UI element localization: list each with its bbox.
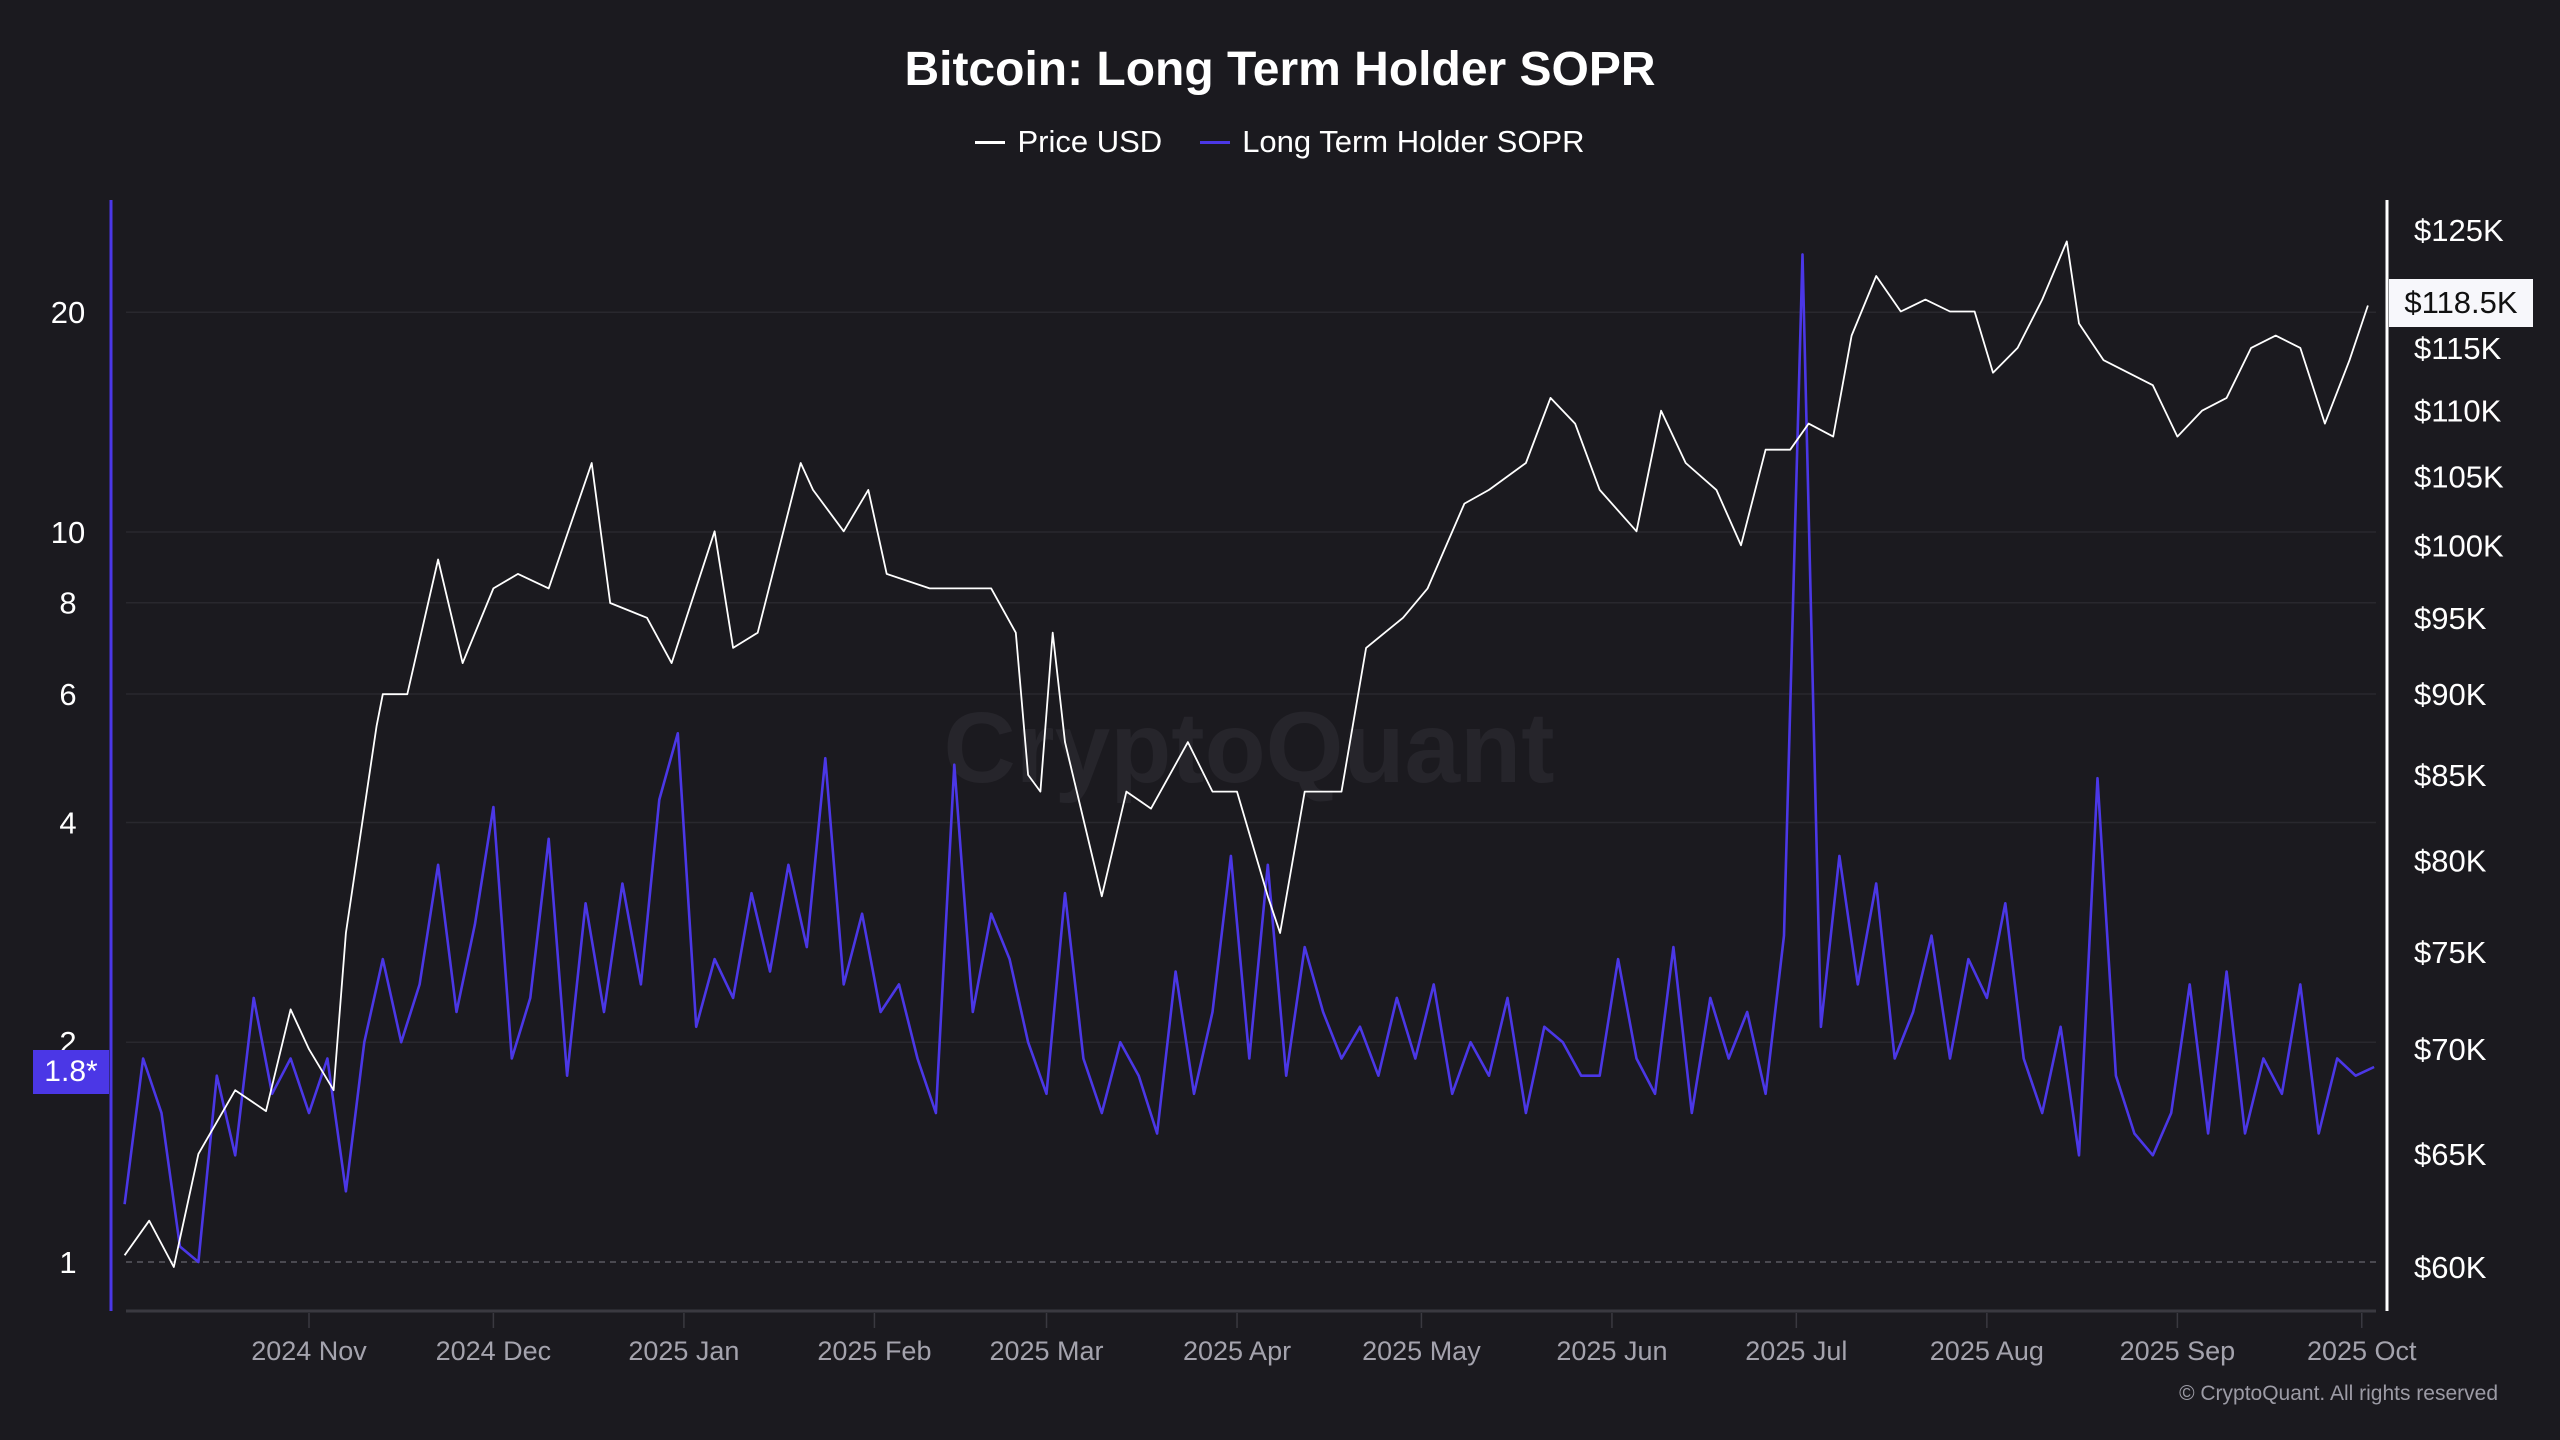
copyright: © CryptoQuant. All rights reserved bbox=[2179, 1382, 2498, 1405]
watermark: CryptoQuant bbox=[943, 692, 1554, 804]
x-axis-tick-label: 2025 May bbox=[1362, 1336, 1481, 1366]
right-axis-tick-label: $75K bbox=[2414, 935, 2487, 970]
left-axis-tick-label: 20 bbox=[51, 295, 85, 330]
right-axis-tick-label: $125K bbox=[2414, 213, 2504, 248]
legend: Price USD Long Term Holder SOPR bbox=[0, 124, 2560, 160]
right-axis-tick-label: $60K bbox=[2414, 1250, 2487, 1285]
x-axis-tick-label: 2024 Dec bbox=[436, 1336, 552, 1366]
x-axis-tick-label: 2025 Jun bbox=[1556, 1336, 1667, 1366]
right-axis-tick-label: $65K bbox=[2414, 1137, 2487, 1172]
x-axis-tick-label: 2025 Sep bbox=[2120, 1336, 2236, 1366]
right-axis-tick-label: $115K bbox=[2414, 331, 2502, 366]
x-axis-tick-label: 2025 Apr bbox=[1183, 1336, 1291, 1366]
right-axis-tick-label: $100K bbox=[2414, 528, 2504, 563]
price-line bbox=[123, 240, 2369, 1268]
sopr-current-value-badge: 1.8* bbox=[33, 1050, 109, 1094]
legend-item-price[interactable]: Price USD bbox=[975, 124, 1162, 160]
right-axis-tick-label: $110K bbox=[2414, 394, 2502, 429]
left-axis-tick-label: 6 bbox=[59, 677, 76, 712]
price-current-value-badge: $118.5K bbox=[2389, 279, 2533, 327]
left-axis-tick-label: 4 bbox=[59, 805, 76, 840]
x-axis-tick-label: 2025 Feb bbox=[817, 1336, 931, 1366]
right-axis-tick-label: $95K bbox=[2414, 601, 2487, 636]
right-axis-tick-label: $105K bbox=[2414, 459, 2504, 494]
x-axis-tick-label: 2025 Jul bbox=[1745, 1336, 1847, 1366]
right-axis-tick-label: $90K bbox=[2414, 677, 2487, 712]
left-axis-tick-label: 10 bbox=[51, 515, 85, 550]
left-axis-tick-label: 8 bbox=[59, 586, 76, 621]
legend-item-sopr[interactable]: Long Term Holder SOPR bbox=[1200, 124, 1585, 160]
legend-label-sopr: Long Term Holder SOPR bbox=[1242, 124, 1585, 159]
legend-label-price: Price USD bbox=[1017, 124, 1163, 159]
legend-swatch-price bbox=[975, 140, 1006, 144]
legend-swatch-sopr bbox=[1200, 140, 1231, 144]
x-axis-tick-label: 2025 Oct bbox=[2307, 1336, 2417, 1366]
left-axis-tick-label: 1 bbox=[59, 1245, 76, 1280]
x-axis-tick-label: 2024 Nov bbox=[251, 1336, 367, 1366]
right-axis-tick-label: $70K bbox=[2414, 1032, 2487, 1067]
right-axis-tick-label: $85K bbox=[2414, 758, 2487, 793]
right-axis-tick-label: $80K bbox=[2414, 844, 2487, 879]
chart-title: Bitcoin: Long Term Holder SOPR bbox=[904, 43, 1656, 96]
x-axis-tick-label: 2025 Jan bbox=[628, 1336, 739, 1366]
x-axis-tick-label: 2025 Aug bbox=[1930, 1336, 2044, 1366]
sopr-line bbox=[123, 253, 2375, 1264]
x-axis-tick-label: 2025 Mar bbox=[989, 1336, 1103, 1366]
